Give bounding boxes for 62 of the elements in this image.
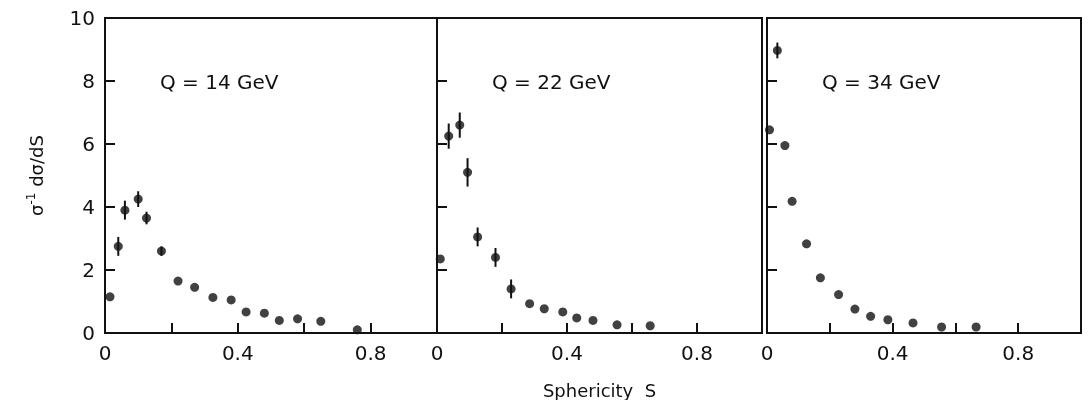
point (834, 290, 844, 300)
point (802, 239, 812, 249)
point (226, 295, 236, 305)
x-tick-label: 0 (98, 341, 112, 365)
annotation: Q = 22 GeV (492, 70, 611, 94)
point (274, 315, 284, 325)
y-tick-label: 0 (82, 321, 95, 345)
point (120, 205, 130, 215)
point (506, 284, 516, 294)
point (780, 141, 790, 151)
point (937, 322, 947, 332)
point (645, 321, 655, 331)
point (765, 125, 775, 135)
point (572, 313, 582, 323)
point (259, 308, 269, 318)
point (113, 241, 123, 251)
point (473, 232, 483, 242)
x-axis-title: Sphericity S (542, 379, 657, 400)
x-tick-label: 0.8 (681, 341, 713, 365)
y-tick-label: 4 (82, 195, 95, 219)
point (971, 322, 981, 332)
point (241, 307, 251, 317)
point (190, 282, 200, 292)
x-tick-label: 0.8 (1002, 341, 1035, 365)
point (173, 276, 183, 286)
point (316, 316, 326, 326)
point (908, 318, 918, 328)
point (883, 315, 893, 325)
x-tick-label: 0.8 (354, 341, 387, 365)
point (352, 325, 362, 335)
point (588, 315, 598, 325)
annotation: Q = 34 GeV (822, 70, 941, 94)
point (787, 196, 797, 206)
point (539, 304, 549, 314)
x-tick-label: 0 (760, 341, 774, 365)
x-tick-label: 0.4 (551, 341, 583, 365)
point (293, 314, 303, 324)
y-tick-label: 2 (82, 258, 95, 282)
point (208, 292, 218, 302)
point (815, 273, 825, 283)
x-tick-label: 0 (430, 341, 444, 365)
point (491, 252, 500, 262)
point (435, 254, 445, 264)
point (772, 45, 782, 55)
point (156, 246, 166, 256)
point (105, 292, 115, 302)
y-tick-label: 8 (82, 69, 95, 93)
point (558, 307, 568, 317)
annotation: Q = 14 GeV (160, 70, 279, 94)
point (850, 304, 860, 314)
x-tick-label: 0.4 (876, 341, 909, 365)
y-tick-label: 10 (69, 6, 95, 30)
point (133, 194, 143, 204)
y-axis-title: σ-1 dσ/dS (24, 135, 47, 216)
point (444, 131, 454, 141)
point (612, 320, 622, 330)
point (463, 167, 473, 177)
point (455, 120, 465, 130)
point (866, 311, 876, 321)
y-tick-label: 6 (82, 132, 95, 156)
x-tick-label: 0.4 (221, 341, 254, 365)
point (525, 299, 535, 309)
